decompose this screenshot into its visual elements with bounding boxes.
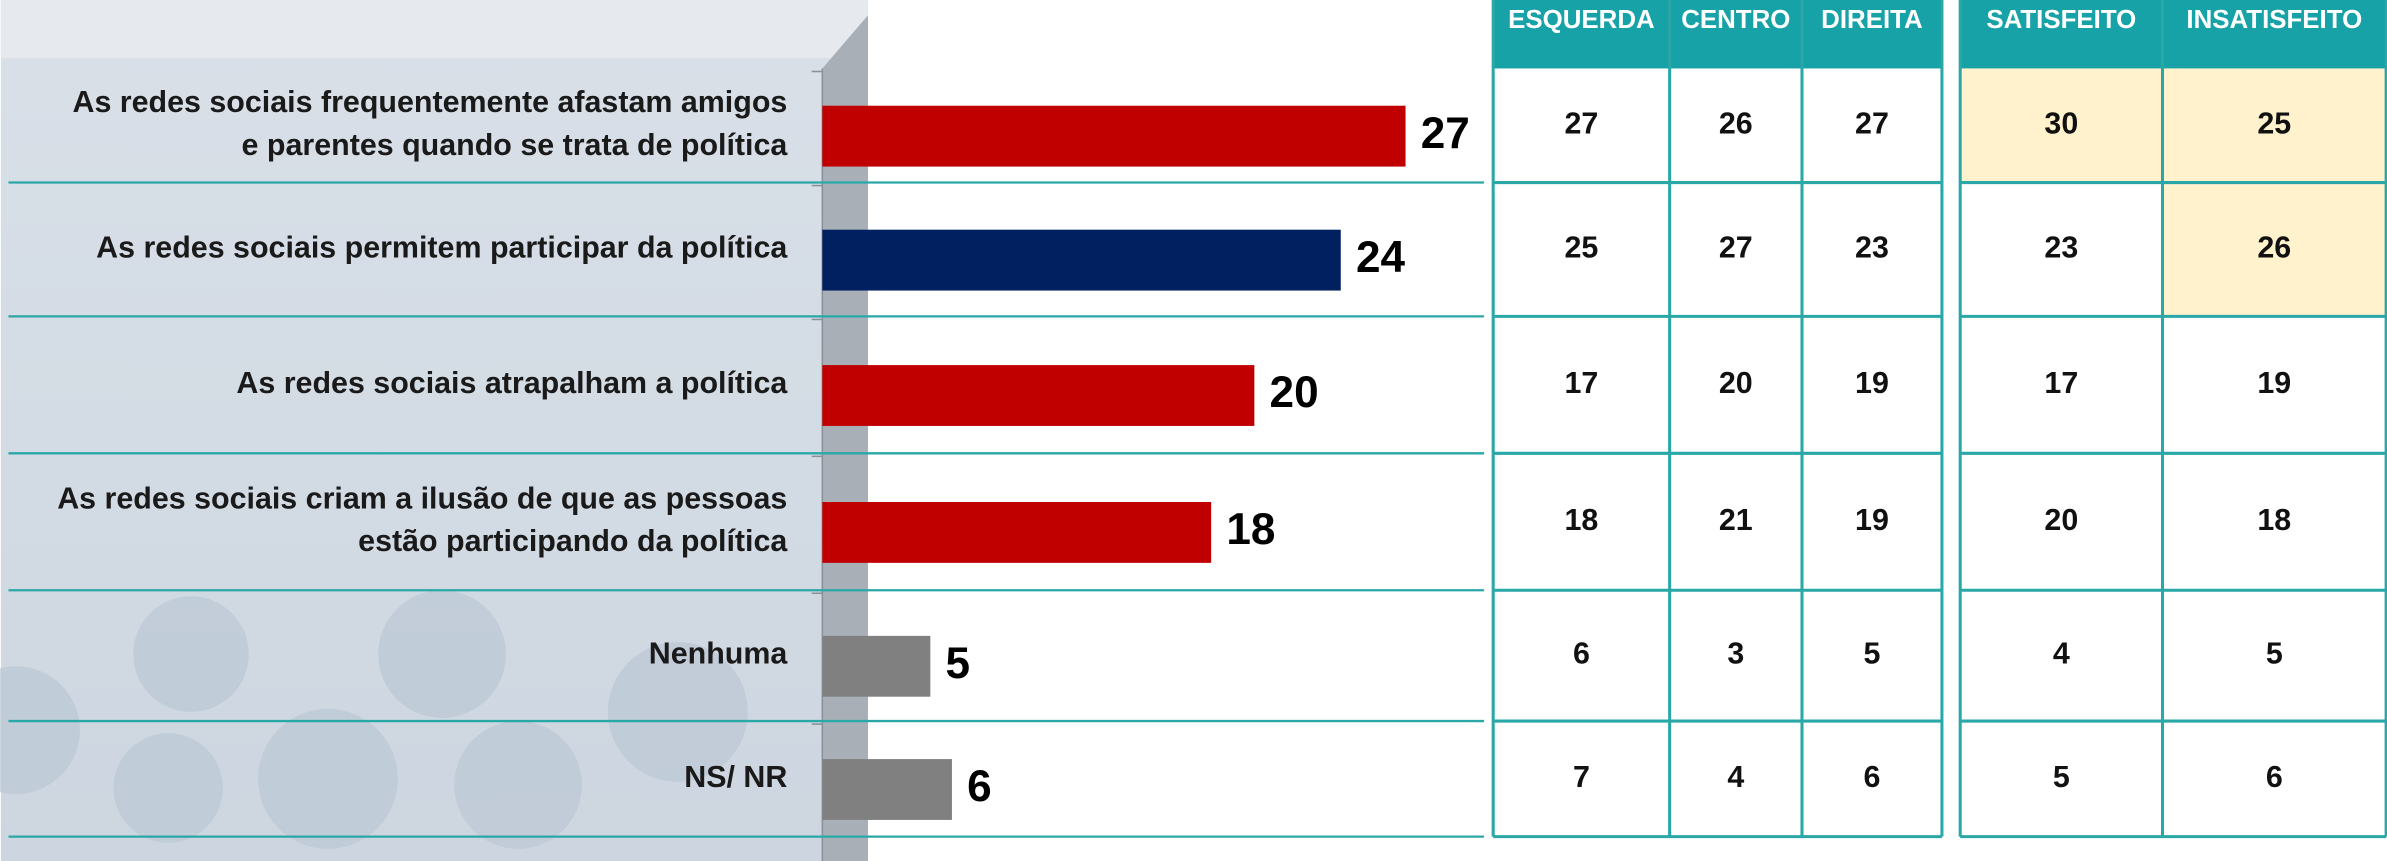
value-label: 24 [1356,233,1406,282]
table-cell: 21 [1719,503,1753,537]
table-cell: 27 [1719,231,1753,265]
column-header: ESQUERDA [1508,6,1655,34]
table-cell: 23 [2044,231,2078,265]
column-header: SATISFEITO [1986,6,2136,34]
table-cell: 26 [2257,231,2291,265]
header-bg [1960,0,2387,69]
column-header: CENTRO [1681,6,1790,34]
table-cell: 18 [1564,503,1598,537]
table-cell: 19 [1855,503,1889,537]
category-label: As redes sociais permitem participar da … [96,231,788,265]
table-cell: 25 [2257,107,2291,141]
value-label: 27 [1421,109,1470,158]
table-cell: 25 [1564,231,1598,265]
table-cell: 5 [2053,760,2070,794]
table: ESQUERDA CENTRO DIREITA 27 26 27 25 27 23 17 20 19 1… [1491,0,2387,839]
value-label: 18 [1226,505,1275,554]
table-cell: 18 [2257,503,2291,537]
category-label: As redes sociais frequentemente afastam … [72,85,788,162]
table-cell: 4 [1727,760,1744,794]
panel-top [0,0,868,58]
bar [822,759,952,820]
table-cell: 4 [2053,637,2070,671]
category-label: NS/ NR [684,760,787,794]
table-cell: 27 [1564,107,1598,141]
table-cell: 19 [1855,366,1889,400]
table-cell: 17 [1564,366,1598,400]
column-header: DIREITA [1821,6,1923,34]
table-cell: 23 [1855,231,1889,265]
header-bg [1493,0,1942,69]
category-label: As redes sociais criam a ilusão de que a… [57,482,788,559]
bar-chart: As redes sociais frequentemente afastam … [8,70,1485,838]
value-label: 6 [967,762,992,811]
table-cell: 5 [1863,637,1880,671]
highlight-cell [1960,68,2163,183]
bar [822,635,931,697]
category-label: Nenhuma [649,637,789,671]
bar [822,229,1341,291]
table-cell: 3 [1727,637,1744,671]
table-cell: 20 [2044,503,2078,537]
value-label: 20 [1270,368,1319,417]
table-cell: 6 [1863,760,1880,794]
highlight-cell [2162,182,2387,317]
table-cell: 6 [2266,760,2283,794]
table-cell: 7 [1573,760,1590,794]
bar [822,365,1255,426]
bar [822,105,1406,167]
category-label: As redes sociais atrapalham a política [236,366,788,400]
table-cell: 30 [2044,107,2078,141]
highlight-cell [2162,68,2387,183]
table-cell: 6 [1573,637,1590,671]
column-header: INSATISFEITO [2186,6,2362,34]
value-label: 5 [946,639,971,688]
table-cell: 19 [2257,366,2291,400]
table-cell: 26 [1719,107,1753,141]
bar [822,501,1212,563]
background-icons [0,590,748,849]
table-cell: 5 [2266,637,2283,671]
table-cell: 20 [1719,366,1753,400]
table-cell: 27 [1855,107,1889,141]
table-cell: 17 [2044,366,2078,400]
